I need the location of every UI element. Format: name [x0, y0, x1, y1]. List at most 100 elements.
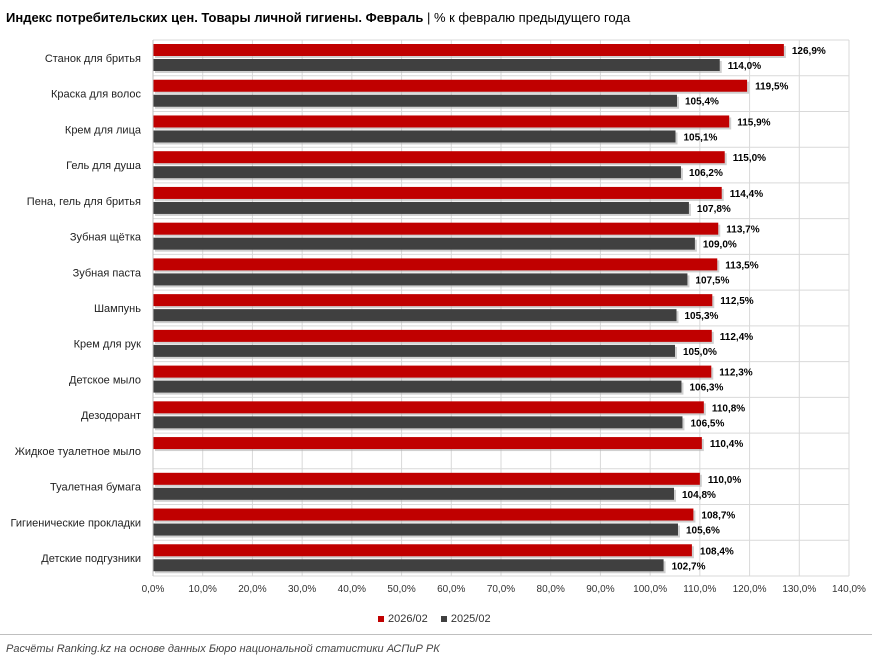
category-label: Крем для лица	[65, 124, 142, 136]
data-label-2025: 105,0%	[683, 347, 717, 358]
x-tick-label: 20,0%	[238, 584, 266, 595]
category-label: Детское мыло	[69, 374, 141, 386]
x-tick-label: 110,0%	[683, 584, 716, 595]
bar-2025	[153, 380, 682, 393]
category-label: Зубная паста	[73, 267, 142, 279]
x-tick-label: 70,0%	[487, 584, 515, 595]
legend-label-2026: 2026/02	[388, 613, 428, 625]
x-tick-label: 40,0%	[338, 584, 366, 595]
bar-2025	[153, 237, 695, 250]
x-tick-label: 130,0%	[782, 584, 816, 595]
data-label-2026: 113,5%	[725, 260, 758, 271]
x-tick-label: 80,0%	[537, 584, 565, 595]
legend-swatch-2026	[378, 616, 384, 623]
x-tick-label: 140,0%	[832, 584, 866, 595]
category-label: Гель для душа	[66, 160, 142, 172]
bar-2025	[153, 166, 681, 179]
data-label-2026: 114,4%	[730, 189, 763, 200]
bar-2025	[153, 59, 720, 71]
data-label-2025: 109,0%	[703, 240, 737, 251]
data-label-2026: 113,7%	[726, 225, 759, 236]
legend-item-2026: 2026/02	[378, 613, 428, 625]
data-label-2025: 102,7%	[672, 561, 706, 572]
chart-legend: 2026/02 2025/02	[378, 613, 501, 625]
bar-2026	[153, 329, 712, 342]
chart-title: Индекс потребительских цен. Товары лично…	[6, 10, 630, 25]
x-tick-label: 60,0%	[437, 584, 465, 595]
data-label-2026: 110,4%	[710, 439, 743, 450]
data-label-2025: 105,3%	[684, 311, 718, 322]
category-label: Крем для рук	[74, 339, 142, 351]
data-label-2025: 105,4%	[685, 97, 719, 108]
bar-2025	[153, 130, 676, 143]
legend-swatch-2025	[440, 616, 447, 623]
bar-2026	[153, 79, 748, 92]
category-label: Туалетная бумага	[50, 482, 142, 494]
category-label: Жидкое туалетное мыло	[15, 446, 141, 458]
bar-2025	[153, 201, 689, 214]
bar-2026	[153, 544, 692, 557]
category-label: Дезодорант	[81, 410, 141, 422]
source-note: Расчёты Ranking.kz на основе данных Бюро…	[6, 643, 440, 655]
x-tick-label: 120,0%	[733, 584, 767, 595]
bar-2026	[153, 115, 730, 128]
category-label: Пена, гель для бритья	[27, 196, 141, 208]
bar-2025	[153, 309, 677, 322]
data-label-2026: 115,9%	[737, 117, 770, 128]
category-label: Станок для бритья	[45, 53, 141, 65]
bar-2025	[153, 273, 688, 286]
data-label-2026: 126,9%	[792, 46, 826, 57]
category-label: Краска для волос	[51, 89, 141, 101]
bar-2026	[153, 258, 718, 271]
category-label: Гигиенические прокладки	[11, 517, 142, 529]
bar-2026	[153, 186, 722, 199]
data-label-2026: 112,3%	[719, 368, 752, 379]
data-label-2025: 107,8%	[697, 204, 731, 215]
data-label-2026: 110,8%	[712, 403, 745, 414]
bar-2026	[153, 401, 704, 414]
bar-2025	[153, 416, 683, 429]
data-label-2025: 114,0%	[728, 61, 761, 72]
x-tick-label: 10,0%	[189, 584, 217, 595]
category-label: Зубная щётка	[70, 232, 142, 244]
data-label-2026: 115,0%	[733, 153, 766, 164]
chart-title-subtitle: | % к февралю предыдущего года	[423, 10, 631, 25]
bar-2025	[153, 94, 677, 107]
data-label-2025: 106,3%	[689, 383, 723, 394]
x-tick-label: 0,0%	[142, 584, 165, 595]
bar-2026	[153, 222, 719, 235]
bar-2026	[153, 44, 784, 56]
chart-title-main: Индекс потребительских цен. Товары лично…	[6, 10, 424, 25]
x-tick-label: 50,0%	[387, 584, 415, 595]
x-tick-label: 100,0%	[633, 584, 667, 595]
data-label-2026: 112,5%	[720, 296, 753, 307]
bar-2025	[153, 559, 664, 572]
category-label: Шампунь	[94, 303, 141, 315]
legend-item-2025: 2025/02	[440, 613, 491, 625]
data-label-2025: 107,5%	[695, 275, 729, 286]
bar-2026	[153, 508, 694, 521]
data-label-2025: 106,2%	[689, 168, 723, 179]
x-tick-label: 90,0%	[586, 584, 614, 595]
bar-2025	[153, 344, 675, 357]
bar-2026	[153, 151, 725, 164]
data-label-2025: 105,1%	[683, 132, 717, 143]
data-label-2025: 104,8%	[682, 490, 716, 501]
data-label-2026: 112,4%	[720, 332, 753, 343]
data-label-2025: 106,5%	[690, 418, 724, 429]
x-tick-label: 30,0%	[288, 584, 316, 595]
data-label-2026: 108,7%	[701, 511, 735, 522]
footer-divider	[0, 634, 872, 635]
bar-2026	[153, 365, 712, 378]
category-label: Детские подгузники	[41, 553, 141, 565]
data-label-2026: 119,5%	[755, 82, 788, 93]
data-label-2026: 110,0%	[708, 475, 741, 486]
data-label-2025: 105,6%	[686, 526, 720, 537]
data-label-2026: 108,4%	[700, 546, 734, 557]
bar-2026	[153, 294, 713, 307]
bar-chart: 0,0% 10,0% 20,0% 30,0% 40,0% 50,0% 60,0% 70,0% 8…	[11, 39, 866, 595]
bar-2025	[153, 523, 678, 536]
legend-label-2025: 2025/02	[450, 613, 491, 625]
bar-2026	[153, 437, 702, 450]
bar-2025	[153, 487, 675, 500]
